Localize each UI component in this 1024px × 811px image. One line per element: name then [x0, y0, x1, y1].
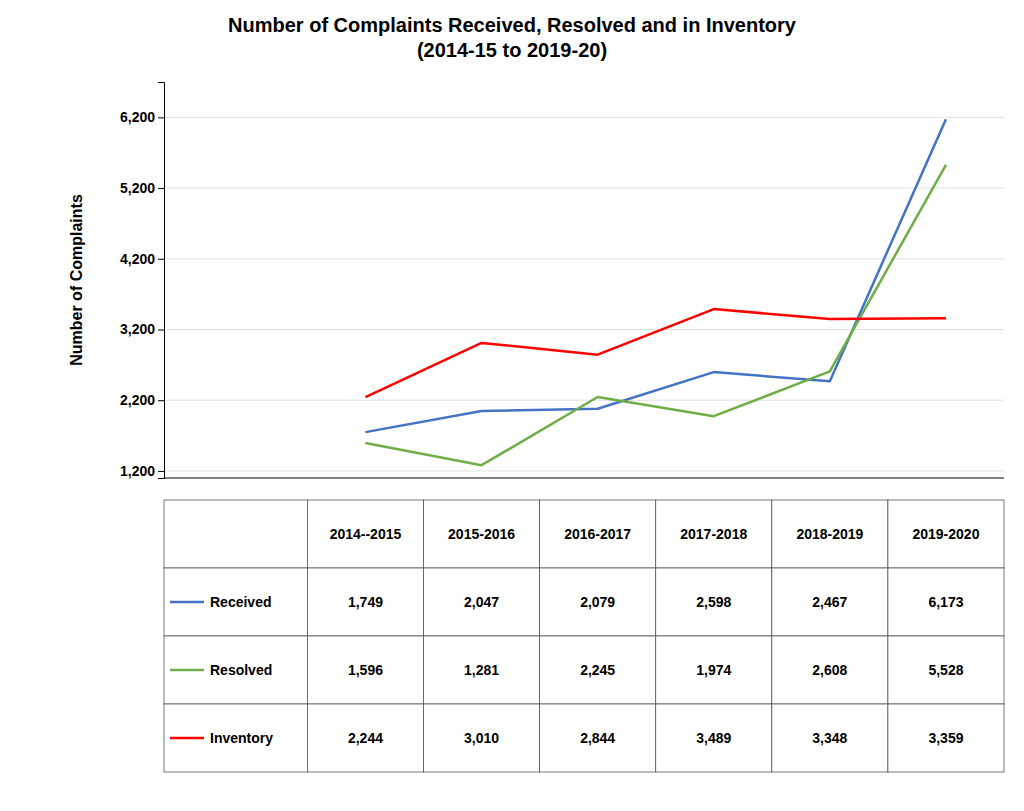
title: Number of Complaints Received, Resolved …	[228, 14, 797, 61]
table-header: 2016-2017	[564, 526, 631, 542]
legend-swatch	[170, 601, 204, 604]
legend-label: Received	[210, 594, 271, 610]
chart: 1,200 2,200 3,200 4,200 5,200 6,200 Number of …	[0, 0, 1024, 811]
grid-line	[164, 470, 1004, 471]
table-header: 2019-2020	[912, 526, 979, 542]
y-tick: 2,200	[120, 392, 164, 408]
series-line	[365, 119, 945, 432]
table-cell	[540, 636, 656, 704]
y-tick-label: 3,200	[120, 321, 155, 337]
table-value: 2,079	[580, 594, 615, 610]
y-tick-mark	[158, 259, 164, 260]
y-tick-mark	[158, 330, 164, 331]
table-cell	[540, 704, 656, 772]
y-tick: 6,200	[120, 109, 164, 125]
table: 2014--2015 2015-2016 2016-2017 2017-2018 201…	[164, 500, 1004, 772]
title-line: Number of Complaints Received, Resolved …	[228, 14, 797, 36]
table-cell	[164, 568, 307, 636]
table-value: 2,608	[812, 662, 847, 678]
table-value: 1,749	[348, 594, 383, 610]
table-cell	[772, 568, 888, 636]
y-tick-label: 4,200	[120, 251, 155, 267]
table-cell	[164, 636, 307, 704]
table-cell	[424, 704, 540, 772]
table-cell	[540, 500, 656, 568]
y-tick-mark	[158, 400, 164, 401]
table-value: 2,244	[348, 730, 383, 746]
y-tick-label: 2,200	[120, 392, 155, 408]
table-value: 2,844	[580, 730, 615, 746]
table-header: 2017-2018	[680, 526, 747, 542]
table-value: 1,281	[464, 662, 499, 678]
table-cell	[656, 636, 772, 704]
table-cell	[307, 636, 423, 704]
table-header: 2018-2019	[796, 526, 863, 542]
table-value: 2,598	[696, 594, 731, 610]
y-tick-mark	[158, 188, 164, 189]
table-cell	[164, 704, 307, 772]
legend-swatch	[170, 669, 204, 672]
table-cell	[656, 704, 772, 772]
legend-label: Resolved	[210, 662, 272, 678]
table-value: 2,047	[464, 594, 499, 610]
table-value: 3,348	[812, 730, 847, 746]
x-axis-line	[164, 478, 1004, 479]
table-value: 1,596	[348, 662, 383, 678]
grid-line	[164, 258, 1004, 259]
table-cell	[540, 568, 656, 636]
table-value: 2,245	[580, 662, 615, 678]
table-header: 2015-2016	[448, 526, 515, 542]
table-cell	[656, 500, 772, 568]
table-cell	[164, 500, 307, 568]
table-cell	[656, 568, 772, 636]
y-tick: 5,200	[120, 180, 164, 196]
series-line	[365, 309, 945, 397]
series-line	[365, 165, 945, 465]
y-tick-label: 6,200	[120, 109, 155, 125]
y-axis-line	[158, 83, 165, 479]
y-tick-mark	[158, 471, 164, 472]
table-value: 6,173	[928, 594, 963, 610]
grid-line	[164, 400, 1004, 401]
grid	[164, 117, 1004, 471]
table-cell	[888, 500, 1004, 568]
table-cell	[424, 568, 540, 636]
legend-label: Inventory	[210, 730, 273, 746]
y-tick: 4,200	[120, 251, 164, 267]
table-cell	[307, 568, 423, 636]
title-line: (2014-15 to 2019-20)	[417, 39, 607, 61]
table-value: 3,010	[464, 730, 499, 746]
table-cell	[424, 636, 540, 704]
y-tick: 1,200	[120, 463, 164, 479]
table-value: 5,528	[928, 662, 963, 678]
table-value: 1,974	[696, 662, 731, 678]
grid-line	[164, 188, 1004, 189]
table-cell	[888, 704, 1004, 772]
grid-line	[164, 117, 1004, 118]
legend-swatch	[170, 737, 204, 740]
table-cell	[307, 500, 423, 568]
y-axis-title: Number of Complaints	[68, 194, 85, 366]
y-tick-label: 1,200	[120, 463, 155, 479]
table-cell	[772, 636, 888, 704]
table-value: 3,359	[928, 730, 963, 746]
table-cell	[888, 636, 1004, 704]
grid-line	[164, 329, 1004, 330]
y-tick-label: 5,200	[120, 180, 155, 196]
plot-area	[365, 119, 945, 465]
table-cell	[888, 568, 1004, 636]
y-tick: 3,200	[120, 321, 164, 337]
table-cell	[307, 704, 423, 772]
table-value: 2,467	[812, 594, 847, 610]
table-cell	[772, 704, 888, 772]
table-value: 3,489	[696, 730, 731, 746]
table-cell	[424, 500, 540, 568]
table-header: 2014--2015	[330, 526, 402, 542]
table-cell	[772, 500, 888, 568]
y-tick-mark	[158, 117, 164, 118]
y-axis: 1,200 2,200 3,200 4,200 5,200 6,200	[120, 83, 165, 479]
